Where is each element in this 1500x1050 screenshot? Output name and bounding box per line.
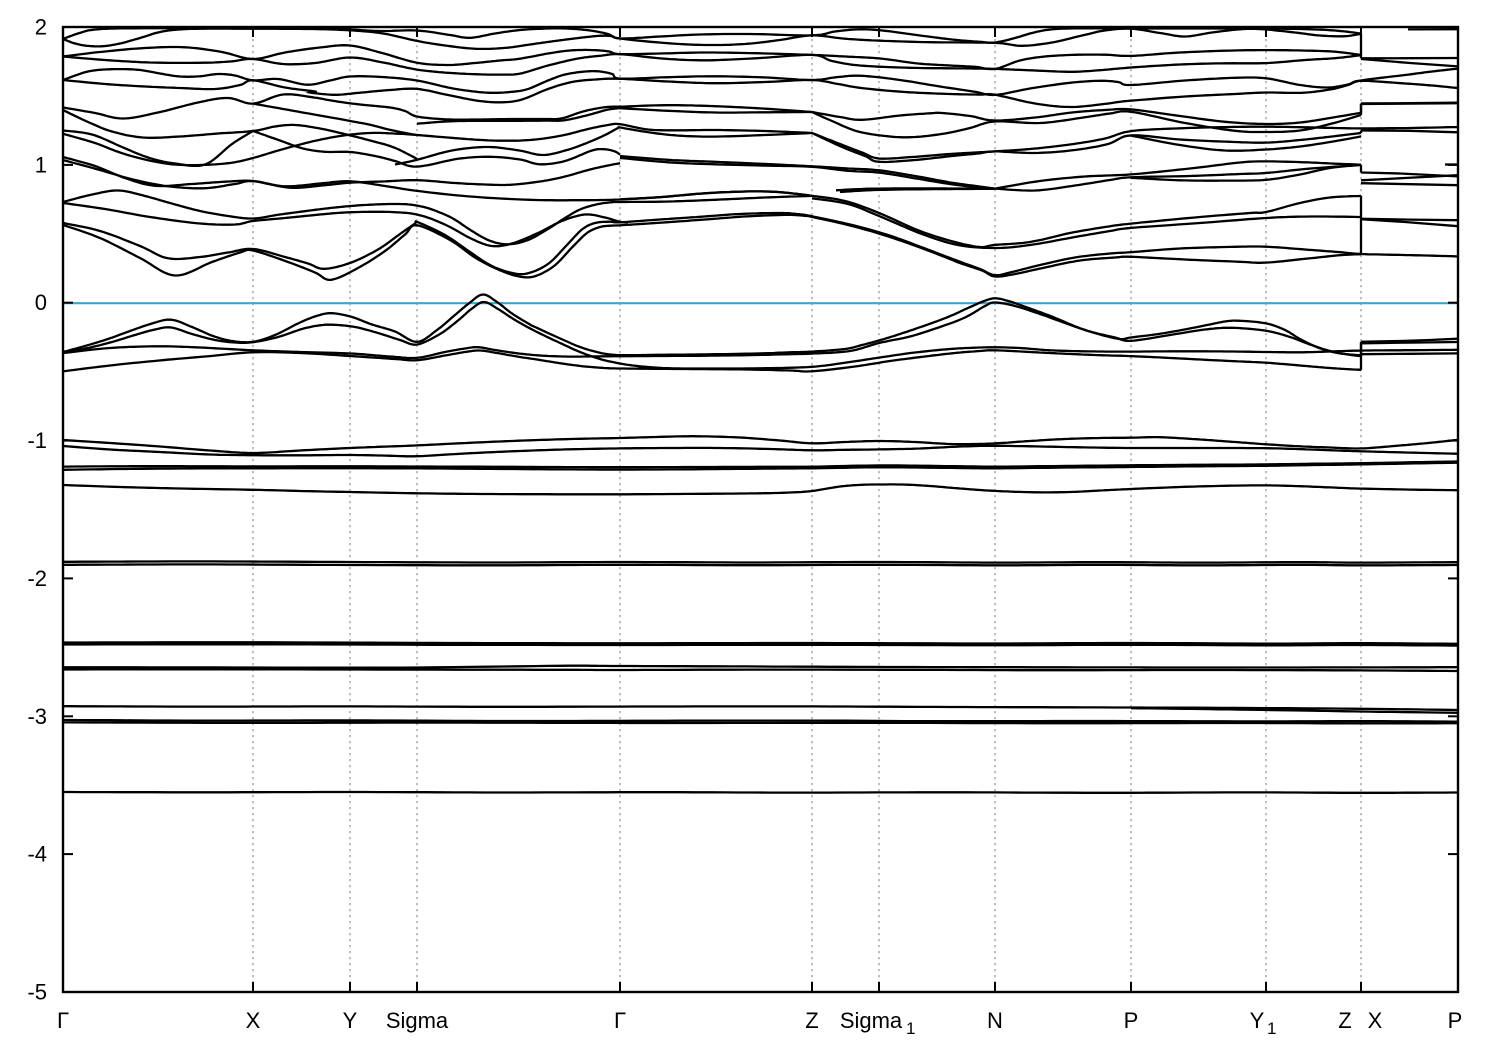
svg-text:P: P	[1448, 1008, 1463, 1033]
svg-text:Γ: Γ	[57, 1008, 69, 1033]
svg-text:1: 1	[1267, 1019, 1276, 1038]
svg-text:Γ: Γ	[614, 1008, 626, 1033]
svg-text:Z: Z	[1338, 1008, 1351, 1033]
svg-text:N: N	[987, 1008, 1003, 1033]
svg-text:X: X	[246, 1008, 261, 1033]
svg-text:-4: -4	[27, 842, 47, 867]
svg-text:2: 2	[35, 15, 47, 40]
svg-text:P: P	[1124, 1008, 1139, 1033]
svg-text:-5: -5	[27, 980, 47, 1005]
svg-text:-3: -3	[27, 704, 47, 729]
svg-text:Sigma: Sigma	[840, 1008, 903, 1033]
svg-text:-1: -1	[27, 428, 47, 453]
svg-text:X: X	[1368, 1008, 1383, 1033]
svg-text:Y: Y	[343, 1008, 358, 1033]
svg-text:Z: Z	[805, 1008, 818, 1033]
svg-text:Y: Y	[1250, 1008, 1265, 1033]
svg-text:1: 1	[906, 1019, 915, 1038]
svg-text:-2: -2	[27, 566, 47, 591]
svg-text:0: 0	[35, 290, 47, 315]
svg-text:Sigma: Sigma	[386, 1008, 449, 1033]
svg-text:1: 1	[35, 152, 47, 177]
